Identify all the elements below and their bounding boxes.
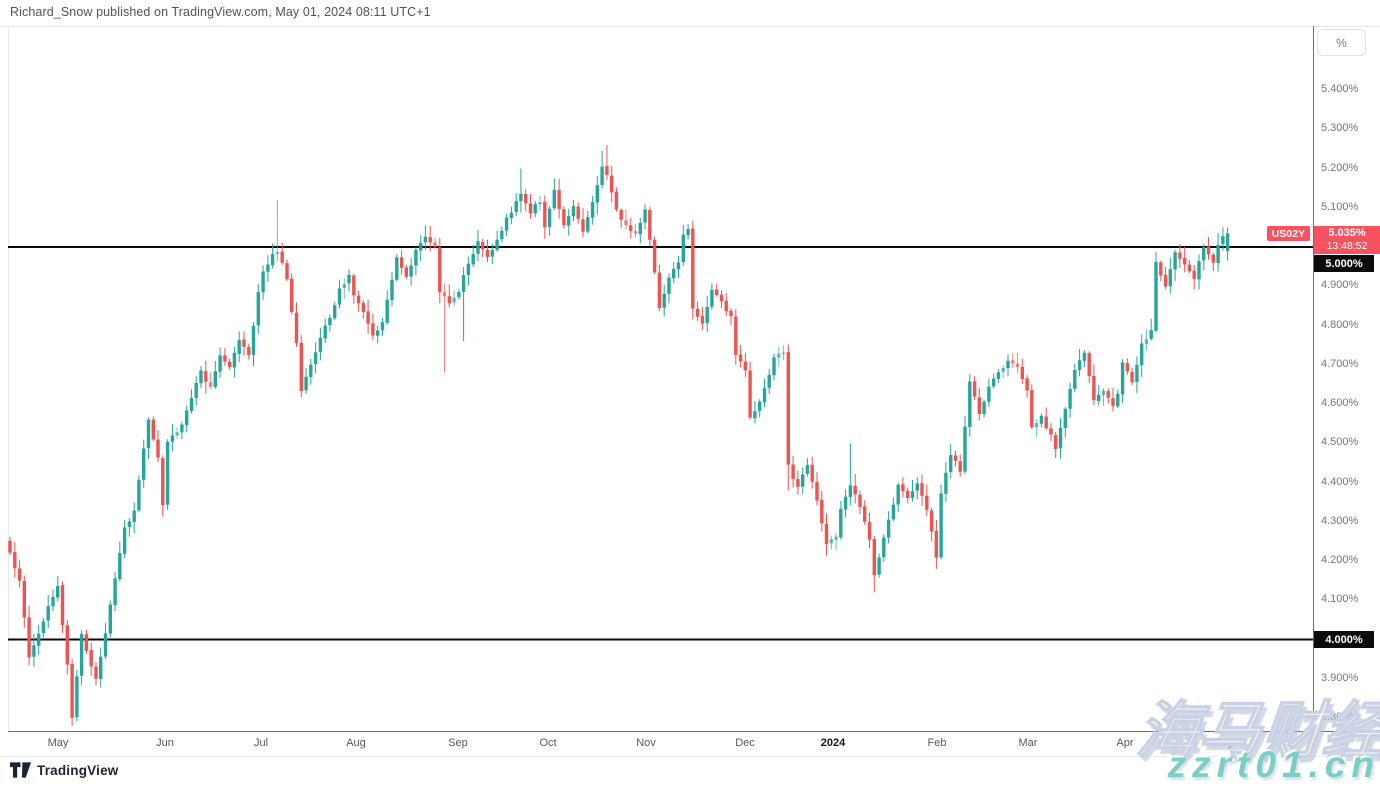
x-tick-May: May bbox=[1212, 737, 1234, 749]
symbol-price-tag: US02Y bbox=[1266, 226, 1310, 241]
chart-left-border bbox=[8, 26, 9, 731]
x-tick-Dec: Dec bbox=[735, 737, 755, 749]
chart-top-border bbox=[0, 26, 1380, 27]
y-tick-4.100%: 4.100% bbox=[1321, 593, 1359, 606]
x-tick-Oct: Oct bbox=[539, 737, 557, 749]
tradingview-logo-icon bbox=[10, 762, 31, 778]
candles-series bbox=[8, 145, 1230, 726]
x-tick-Feb: Feb bbox=[927, 737, 947, 749]
y-tick-5.400%: 5.400% bbox=[1321, 83, 1359, 95]
x-tick-Sep: Sep bbox=[448, 737, 468, 749]
y-tick-4.400%: 4.400% bbox=[1321, 475, 1359, 488]
y-tick-5.300%: 5.300% bbox=[1321, 122, 1359, 135]
x-tick-Nov: Nov bbox=[636, 737, 656, 749]
y-tick-5.100%: 5.100% bbox=[1321, 200, 1359, 213]
percent-unit-button[interactable]: % bbox=[1317, 29, 1366, 56]
x-tick-Jul: Jul bbox=[253, 737, 269, 749]
current-price-value: 5.035% bbox=[1328, 227, 1366, 239]
tradingview-logo-text: TradingView bbox=[37, 762, 119, 778]
price-axis[interactable]: % 5.400% 5.300% 5.200% 5.100% 4.900% 4.800% 4.… bbox=[1313, 26, 1380, 731]
price-axis-border bbox=[1313, 26, 1314, 731]
level-badge-4pct: 4.000% bbox=[1314, 631, 1374, 648]
time-axis[interactable]: May Jun Jul Aug Sep Oct Nov Dec 2024 Feb Mar Apr May bbox=[0, 732, 1380, 756]
y-tick-4.600%: 4.600% bbox=[1321, 397, 1359, 409]
y-tick-3.900%: 3.900% bbox=[1321, 671, 1359, 684]
y-tick-4.900%: 4.900% bbox=[1321, 279, 1359, 292]
y-tick-4.700%: 4.700% bbox=[1321, 357, 1359, 370]
y-tick-4.200%: 4.200% bbox=[1321, 554, 1359, 566]
y-tick-4.300%: 4.300% bbox=[1321, 514, 1359, 527]
current-price-badge: 5.035% 13:48:52 bbox=[1314, 226, 1380, 254]
y-tick-4.800%: 4.800% bbox=[1321, 318, 1359, 331]
tradingview-logo-link[interactable]: TradingView bbox=[10, 762, 118, 778]
level-badge-5pct: 5.000% bbox=[1314, 255, 1374, 272]
time-axis-bottom-border bbox=[0, 756, 1380, 757]
bar-countdown: 13:48:52 bbox=[1326, 240, 1368, 252]
y-tick-3.800%: 3.800% bbox=[1321, 711, 1359, 723]
x-tick-Aug: Aug bbox=[346, 737, 366, 749]
x-tick-Mar: Mar bbox=[1018, 737, 1038, 749]
y-tick-5.200%: 5.200% bbox=[1321, 161, 1359, 174]
time-axis-border bbox=[8, 731, 1380, 732]
x-tick-2024: 2024 bbox=[820, 737, 846, 749]
publish-header-text: Richard_Snow published on TradingView.co… bbox=[10, 5, 431, 19]
x-tick-Apr: Apr bbox=[1116, 737, 1134, 749]
y-tick-4.500%: 4.500% bbox=[1321, 436, 1359, 449]
x-tick-May: May bbox=[47, 737, 69, 749]
x-tick-Jun: Jun bbox=[156, 737, 174, 749]
